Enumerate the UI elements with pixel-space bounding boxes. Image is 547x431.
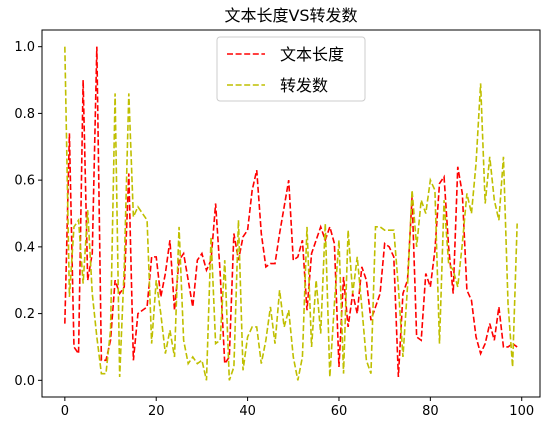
x-tick-label: 40 xyxy=(239,404,256,419)
x-tick-label: 0 xyxy=(61,404,69,419)
y-tick-label: 0.4 xyxy=(14,240,35,255)
series-line-1 xyxy=(64,46,518,378)
y-tick-label: 0.8 xyxy=(14,107,35,122)
legend-label-2: 转发数 xyxy=(280,76,328,95)
y-tick-label: 0.6 xyxy=(14,174,35,189)
x-tick-label: 100 xyxy=(509,404,534,419)
legend-label-1: 文本长度 xyxy=(280,45,344,64)
y-tick-label: 0.0 xyxy=(14,374,35,389)
x-tick-label: 60 xyxy=(331,404,348,419)
x-tick-label: 80 xyxy=(422,404,439,419)
y-tick-label: 1.0 xyxy=(14,40,35,55)
x-tick-label: 20 xyxy=(148,404,165,419)
series-line-2 xyxy=(64,46,518,381)
axes: 0 20 40 60 80 100 0.0 0.2 0.4 0.6 0.8 1.0 xyxy=(14,29,541,419)
chart-title: 文本长度VS转发数 xyxy=(224,6,357,25)
y-tick-label: 0.2 xyxy=(14,307,35,322)
plot-area xyxy=(64,46,518,381)
plot-frame xyxy=(41,29,541,398)
